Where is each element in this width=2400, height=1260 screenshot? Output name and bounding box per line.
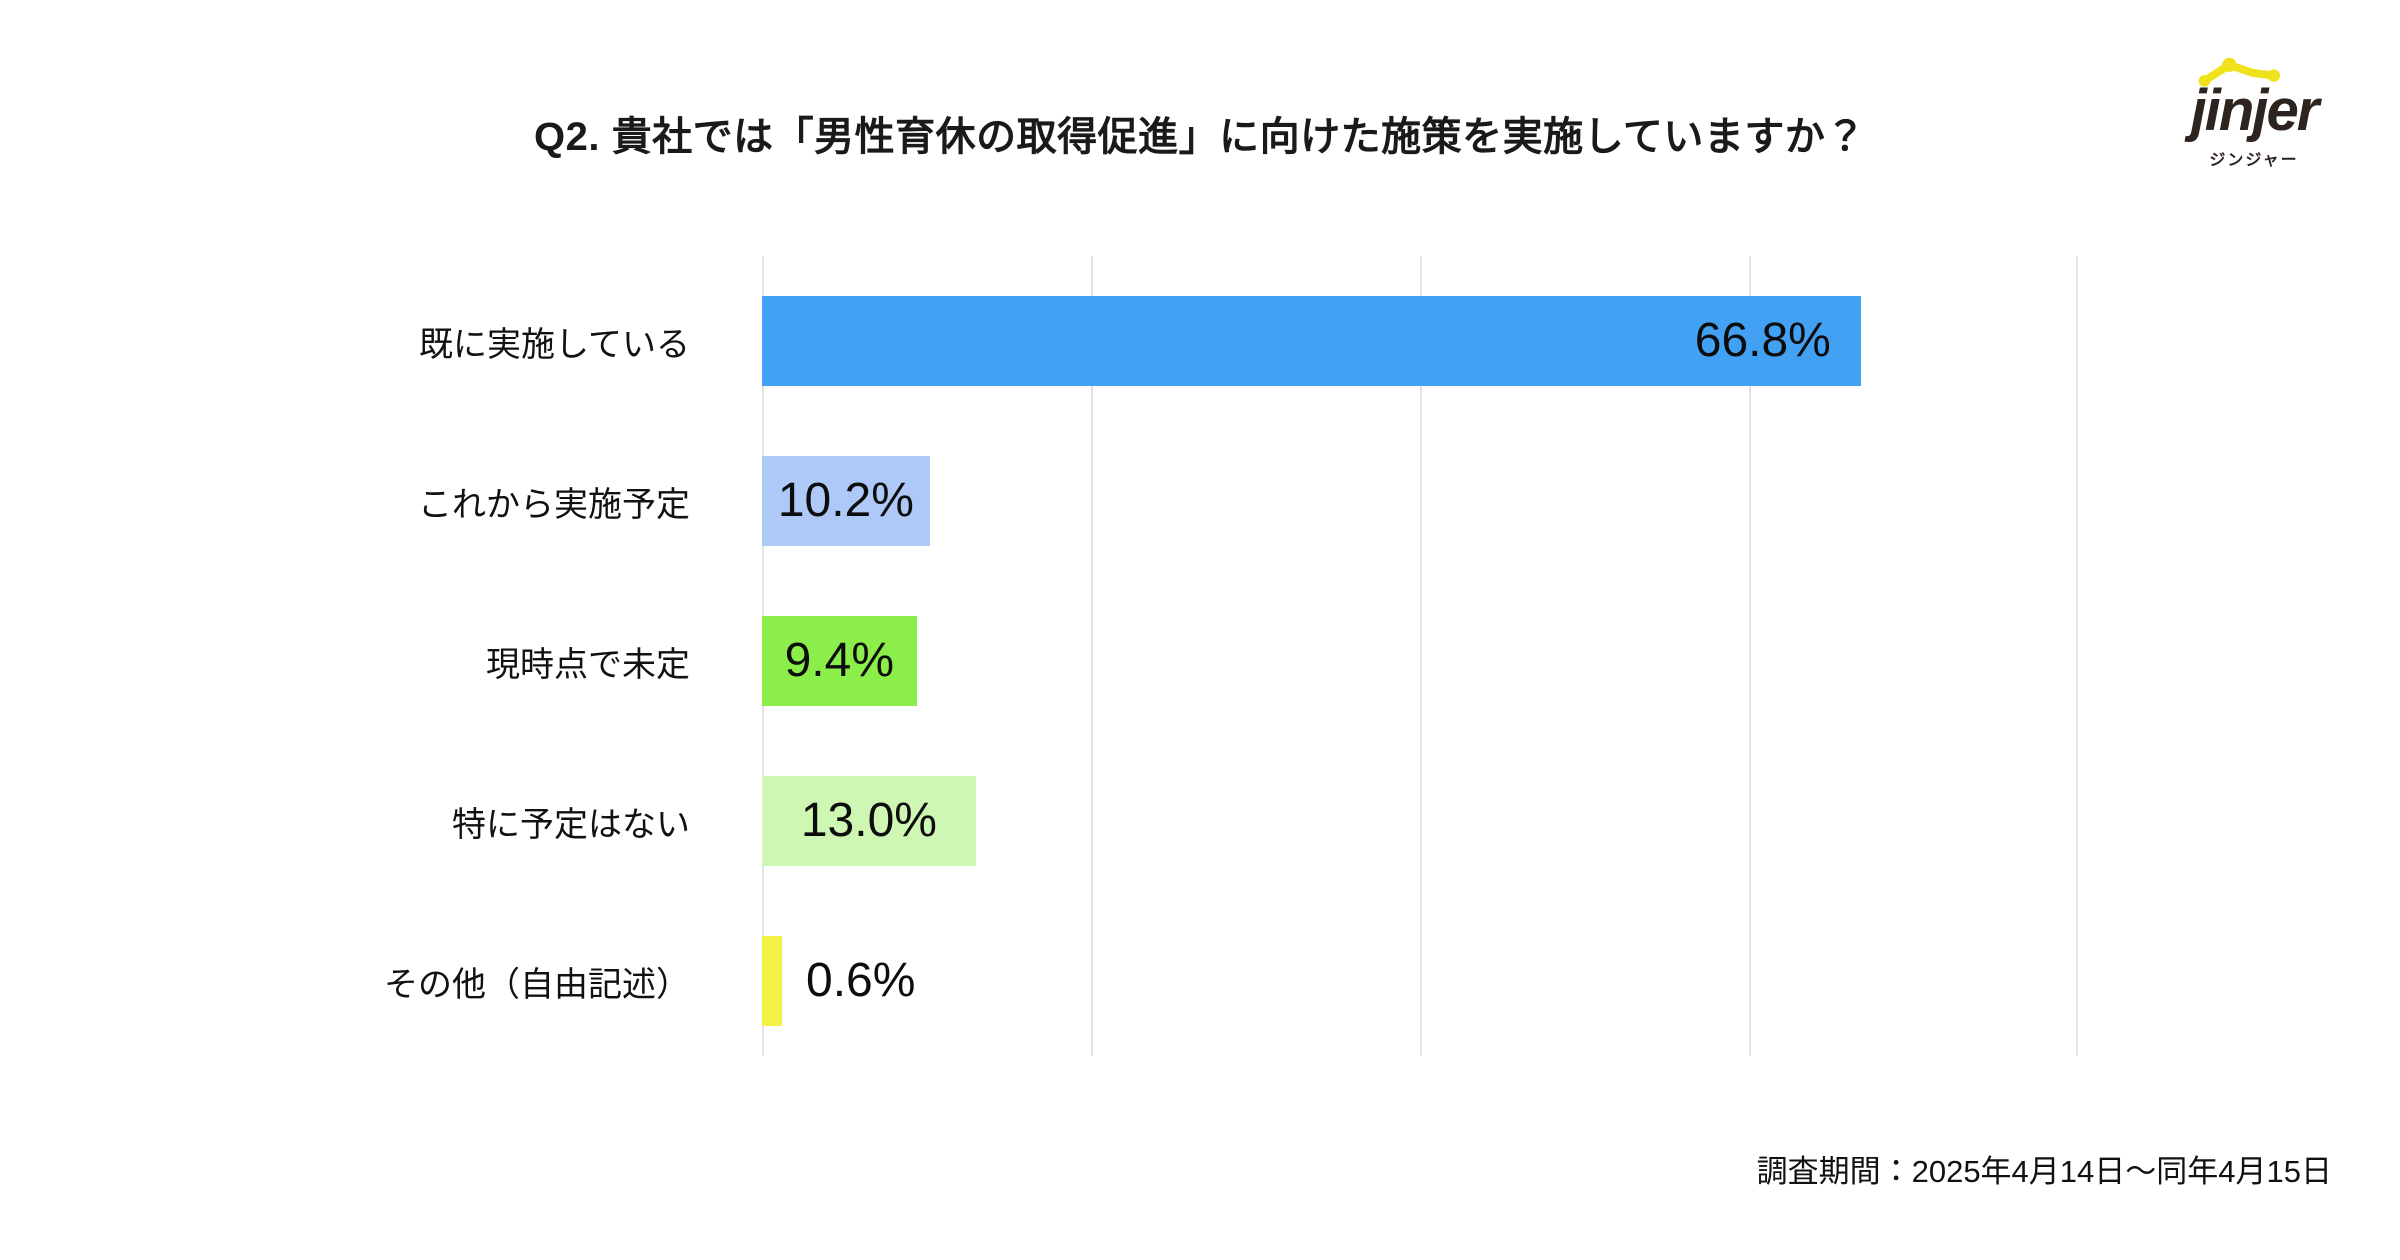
gridline-60pct: [1749, 256, 1751, 1056]
jinjer-katakana-label: ジンジャー: [2209, 152, 2299, 169]
category-label: 現時点で未定: [486, 645, 690, 684]
bar-segment: 10.2%: [762, 456, 930, 546]
gridline-40pct: [1420, 256, 1422, 1056]
bar-row: 既に実施している 66.8%: [0, 256, 2400, 416]
bar-segment: 13.0%: [762, 776, 976, 866]
category-label: 特に予定はない: [452, 805, 690, 844]
jinjer-wordmark: jinjer: [2190, 78, 2320, 143]
bar-track: 13.0%: [762, 776, 2078, 866]
bar-chart: 既に実施している 66.8% これから実施予定 10.2% 現時点で未定 9.4…: [0, 256, 2400, 1056]
bar-row: 特に予定はない 13.0%: [0, 736, 2400, 896]
gridline-80pct: [2076, 256, 2078, 1056]
chart-title: Q2. 貴社では「男性育休の取得促進」に向けた施策を実施していますか？: [534, 115, 1866, 159]
category-label: これから実施予定: [418, 485, 690, 524]
value-label: 0.6%: [806, 954, 916, 1007]
bar-track: 10.2%: [762, 456, 2078, 546]
bar-track: 0.6%: [762, 936, 2078, 1026]
gridline-20pct: [1091, 256, 1093, 1056]
value-label: 13.0%: [800, 794, 937, 847]
bar-segment: 66.8%: [762, 296, 1861, 386]
bar-row: その他（自由記述） 0.6%: [0, 896, 2400, 1056]
bar-track: 66.8%: [762, 296, 2078, 386]
category-label: その他（自由記述）: [384, 965, 690, 1004]
value-label: 66.8%: [1694, 314, 1831, 367]
value-label: 10.2%: [777, 474, 914, 527]
category-label: 既に実施している: [419, 325, 690, 364]
jinjer-swoosh-icon: [2198, 57, 2280, 87]
bar-segment: 0.6%: [762, 936, 915, 1026]
jinjer-logo: jinjer ジンジャー: [2168, 56, 2340, 170]
bar-row: これから実施予定 10.2%: [0, 416, 2400, 576]
bar-segment: 9.4%: [762, 616, 917, 706]
value-label: 9.4%: [784, 634, 895, 687]
bar-row: 現時点で未定 9.4%: [0, 576, 2400, 736]
bar-track: 9.4%: [762, 616, 2078, 706]
survey-period-note: 調査期間：2025年4月14日〜同年4月15日: [1756, 1154, 2332, 1189]
